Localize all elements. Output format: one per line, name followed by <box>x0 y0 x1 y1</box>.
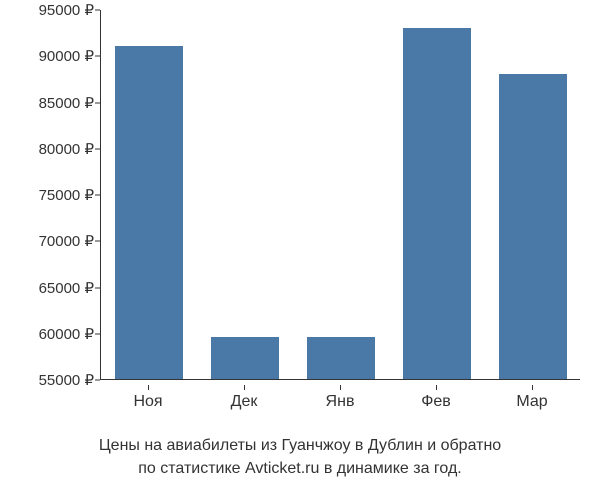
x-axis-labels: Ноя Дек Янв Фев Мар <box>100 385 580 415</box>
chart-caption: Цены на авиабилеты из Гуанчжоу в Дублин … <box>0 435 600 480</box>
x-tick-mark <box>244 385 245 390</box>
bar <box>307 337 374 379</box>
x-tick-label: Дек <box>231 393 258 411</box>
bar <box>499 74 566 379</box>
plot-area <box>100 10 580 380</box>
x-tick-label: Ноя <box>133 393 162 411</box>
y-tick-label: 95000 ₽ <box>39 1 94 19</box>
x-tick-mark <box>340 385 341 390</box>
y-tick-label: 80000 ₽ <box>39 140 94 158</box>
caption-line-2: по статистике Avticket.ru в динамике за … <box>138 460 462 477</box>
chart-container: 55000 ₽ 60000 ₽ 65000 ₽ 70000 ₽ 75000 ₽ 80000… <box>10 10 590 430</box>
y-axis: 55000 ₽60000 ₽65000 ₽70000 ₽75000 ₽80000… <box>10 10 100 380</box>
x-tick-label: Фев <box>421 393 451 411</box>
y-tick-label: 55000 ₽ <box>39 371 94 389</box>
x-tick-label: Янв <box>326 393 355 411</box>
y-tick-label: 60000 ₽ <box>39 325 94 343</box>
x-tick-mark <box>436 385 437 390</box>
caption-line-1: Цены на авиабилеты из Гуанчжоу в Дублин … <box>99 437 501 454</box>
y-tick-label: 85000 ₽ <box>39 94 94 112</box>
y-tick-label: 65000 ₽ <box>39 279 94 297</box>
x-tick-mark <box>532 385 533 390</box>
bar <box>211 337 278 379</box>
y-tick-label: 70000 ₽ <box>39 232 94 250</box>
y-tick-label: 90000 ₽ <box>39 47 94 65</box>
bar <box>403 28 470 380</box>
bar <box>115 46 182 379</box>
x-tick-mark <box>148 385 149 390</box>
x-tick-label: Мар <box>516 393 547 411</box>
y-tick-label: 75000 ₽ <box>39 186 94 204</box>
